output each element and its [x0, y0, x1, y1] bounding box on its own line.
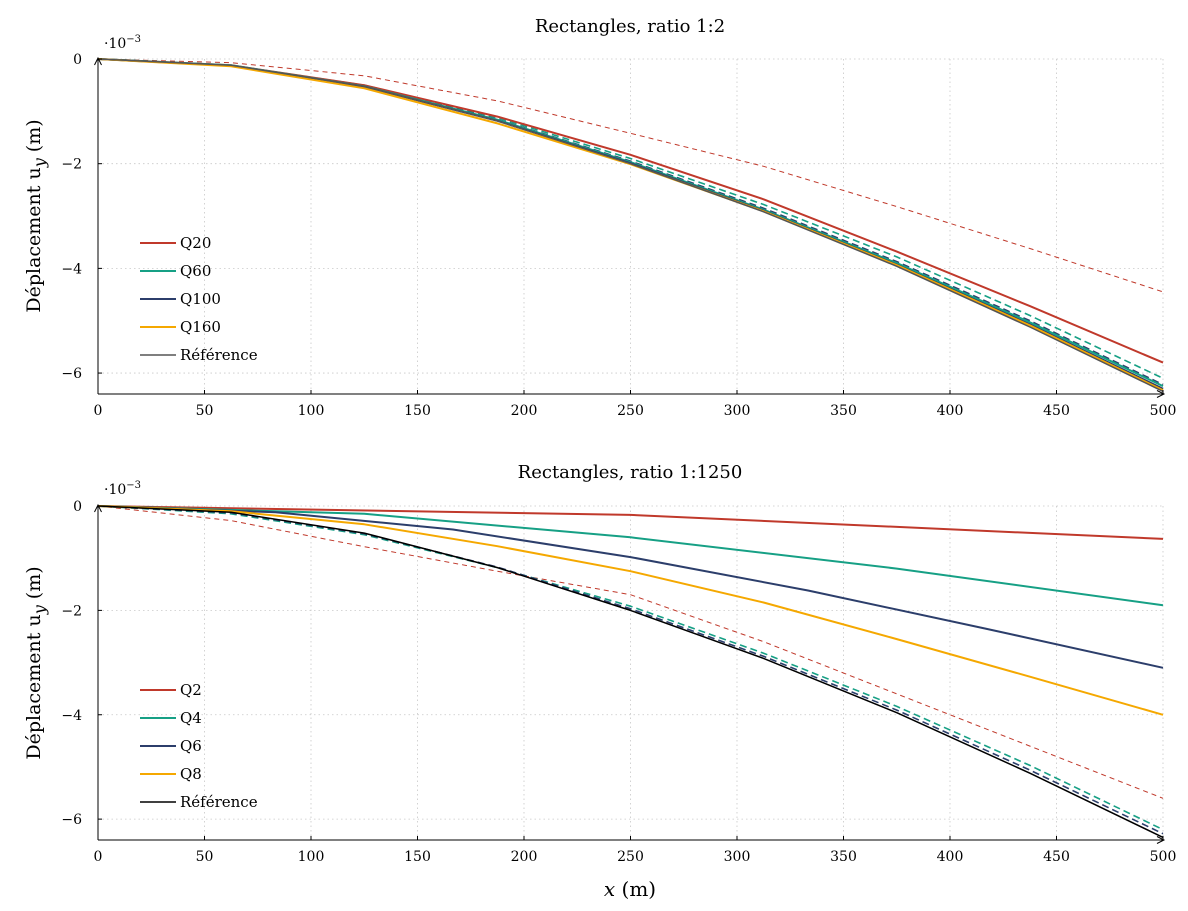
x-tick-label: 500	[1150, 849, 1177, 865]
x-tick-label: 200	[511, 403, 538, 419]
legend: Q20 Q60 Q100 Q160 Référence	[140, 234, 258, 364]
legend-label: Q6	[180, 737, 202, 755]
x-tick-label: 400	[937, 403, 964, 419]
axis-scale-label: ·10−3	[104, 480, 141, 498]
series-line-r-f-rence	[97, 505, 1164, 839]
y-tick-label: −4	[61, 708, 82, 724]
x-tick-label: 200	[511, 849, 538, 865]
y-axis-arrow	[94, 503, 102, 513]
x-tick-label: 450	[1043, 403, 1070, 419]
legend-label: Référence	[180, 346, 258, 364]
series-line-dashed-5	[97, 58, 1164, 293]
legend-label: Q60	[180, 262, 211, 280]
legend-label: Q20	[180, 234, 211, 252]
x-tick-label: 100	[298, 849, 325, 865]
x-axis-label: x (m)	[604, 877, 656, 901]
series-line-q2	[97, 505, 1164, 540]
y-tick-label: −6	[61, 812, 82, 828]
series-line-r-f-rence	[97, 58, 1164, 393]
x-tick-label: 300	[724, 849, 751, 865]
y-tick-label: −2	[61, 157, 82, 173]
series-line-dashed-6	[97, 505, 1164, 831]
series-line-q4	[97, 505, 1164, 607]
legend-label: Q8	[180, 765, 202, 783]
chart-panel-top: Rectangles, ratio 1:2 0 50 100 150 200 250 300…	[23, 16, 1176, 419]
x-tick-label: 500	[1150, 403, 1177, 419]
y-axis-arrow	[94, 56, 102, 66]
y-axis-label: Déplacement uy (m)	[23, 119, 49, 312]
legend-label: Q4	[180, 709, 202, 727]
series-line-q60	[97, 58, 1164, 388]
legend-label: Q160	[180, 318, 221, 336]
series-line-q8	[97, 505, 1164, 716]
y-tick-label: 0	[73, 52, 82, 68]
series-line-dashed-5	[97, 505, 1164, 799]
y-tick-label: −2	[61, 603, 82, 619]
x-tick-label: 300	[724, 403, 751, 419]
legend-label: Q100	[180, 290, 221, 308]
series-line-q6	[97, 505, 1164, 669]
x-tick-label: 150	[404, 403, 431, 419]
axis-scale-label: ·10−3	[104, 34, 141, 52]
x-tick-label: 350	[830, 403, 857, 419]
x-tick-label: 150	[404, 849, 431, 865]
x-tick-label: 250	[617, 403, 644, 419]
chart-title: Rectangles, ratio 1:1250	[518, 462, 743, 483]
x-tick-label: 0	[94, 849, 103, 865]
chart-panel-bottom: Rectangles, ratio 1:1250 0 50 100 150 200 250…	[23, 462, 1176, 901]
x-tick-label: 450	[1043, 849, 1070, 865]
y-tick-label: 0	[73, 499, 82, 515]
x-tick-label: 0	[94, 403, 103, 419]
legend: Q2 Q4 Q6 Q8 Référence	[140, 681, 258, 811]
x-tick-label: 400	[937, 849, 964, 865]
x-axis-arrow	[1156, 836, 1166, 844]
y-tick-label: −4	[61, 261, 82, 277]
x-axis-arrow	[1156, 390, 1166, 398]
y-axis-label: Déplacement uy (m)	[23, 566, 49, 759]
x-tick-label: 50	[196, 849, 214, 865]
x-tick-label: 250	[617, 849, 644, 865]
chart-title: Rectangles, ratio 1:2	[535, 16, 725, 37]
x-tick-label: 100	[298, 403, 325, 419]
y-tick-label: −6	[61, 366, 82, 382]
legend-label: Référence	[180, 793, 258, 811]
x-tick-label: 50	[196, 403, 214, 419]
x-tick-label: 350	[830, 849, 857, 865]
legend-label: Q2	[180, 681, 202, 699]
